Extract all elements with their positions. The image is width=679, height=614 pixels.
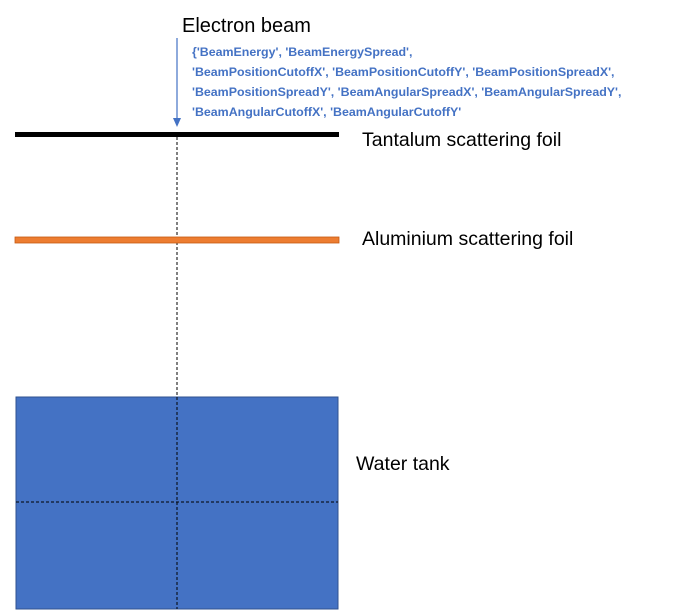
aluminium-foil-label: Aluminium scattering foil (362, 228, 573, 250)
aluminium-foil-border (14, 236, 340, 244)
tantalum-foil (15, 132, 339, 137)
tantalum-foil-label: Tantalum scattering foil (362, 129, 561, 151)
water-tank-label: Water tank (356, 453, 450, 475)
aluminium-foil (15, 237, 339, 243)
beam-title: Electron beam (182, 15, 311, 37)
beam-parameter-line: {'BeamEnergy', 'BeamEnergySpread', (192, 45, 412, 59)
down-arrow-icon (173, 38, 181, 127)
beam-parameter-line: 'BeamPositionCutoffX', 'BeamPositionCuto… (192, 65, 614, 79)
beam-parameter-list: {'BeamEnergy', 'BeamEnergySpread', 'Beam… (192, 45, 621, 119)
beam-parameter-line: 'BeamAngularCutoffX', 'BeamAngularCutoff… (192, 105, 461, 119)
beam-parameter-line: 'BeamPositionSpreadY', 'BeamAngularSprea… (192, 85, 621, 99)
beam-arrow-head (173, 118, 181, 127)
